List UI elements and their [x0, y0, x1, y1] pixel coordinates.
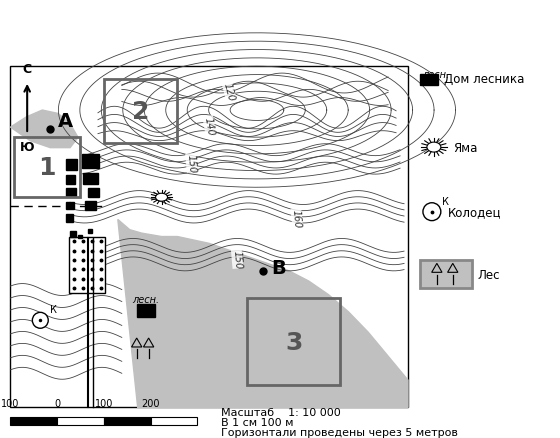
- Bar: [78, 235, 82, 239]
- Text: 1: 1: [39, 156, 56, 180]
- Bar: [420, 261, 472, 289]
- Text: Колодец: Колодец: [448, 206, 501, 219]
- Ellipse shape: [427, 143, 441, 153]
- Text: 120: 120: [222, 82, 236, 102]
- Text: Лес: Лес: [478, 268, 500, 281]
- Ellipse shape: [156, 194, 167, 202]
- Bar: [83, 173, 98, 184]
- Text: Ю: Ю: [20, 141, 35, 154]
- Bar: [104, 80, 178, 143]
- Bar: [57, 417, 104, 425]
- Text: К: К: [50, 305, 57, 314]
- Text: В 1 см 100 м: В 1 см 100 м: [221, 417, 293, 427]
- Bar: [70, 232, 77, 237]
- Text: Яма: Яма: [452, 141, 477, 154]
- Text: 160: 160: [291, 208, 302, 228]
- Text: лесн.: лесн.: [422, 69, 449, 79]
- Circle shape: [423, 203, 441, 221]
- Text: А: А: [58, 112, 73, 131]
- Bar: [137, 304, 155, 317]
- Bar: [11, 67, 408, 407]
- Bar: [151, 417, 197, 425]
- Text: В: В: [271, 258, 286, 277]
- Circle shape: [32, 313, 48, 328]
- Polygon shape: [118, 220, 408, 407]
- Text: Горизонтали проведены через 5 метров: Горизонтали проведены через 5 метров: [221, 427, 458, 437]
- Bar: [66, 188, 76, 197]
- Text: С: С: [22, 63, 32, 76]
- Bar: [88, 230, 92, 233]
- Bar: [82, 155, 99, 169]
- Text: Дом лесника: Дом лесника: [444, 73, 524, 86]
- Bar: [420, 74, 438, 86]
- Bar: [66, 159, 77, 170]
- Text: 0: 0: [54, 399, 60, 409]
- Bar: [104, 417, 151, 425]
- Text: 200: 200: [141, 399, 160, 409]
- Text: 2: 2: [132, 100, 150, 124]
- Bar: [69, 237, 105, 293]
- Text: 150: 150: [231, 249, 243, 269]
- Text: К: К: [442, 196, 449, 206]
- Bar: [88, 188, 99, 198]
- Bar: [66, 175, 75, 184]
- Text: 100: 100: [1, 399, 20, 409]
- Bar: [15, 138, 80, 198]
- Text: 140: 140: [203, 116, 216, 136]
- Bar: [11, 417, 57, 425]
- Bar: [66, 202, 74, 210]
- Bar: [85, 201, 96, 210]
- Text: 3: 3: [285, 330, 302, 354]
- Bar: [247, 298, 340, 385]
- Text: 150: 150: [185, 154, 197, 173]
- Polygon shape: [11, 111, 78, 148]
- Text: лесн.: лесн.: [132, 294, 159, 304]
- Text: Масштаб    1: 10 000: Масштаб 1: 10 000: [221, 407, 341, 417]
- Bar: [66, 215, 73, 223]
- Text: 100: 100: [95, 399, 113, 409]
